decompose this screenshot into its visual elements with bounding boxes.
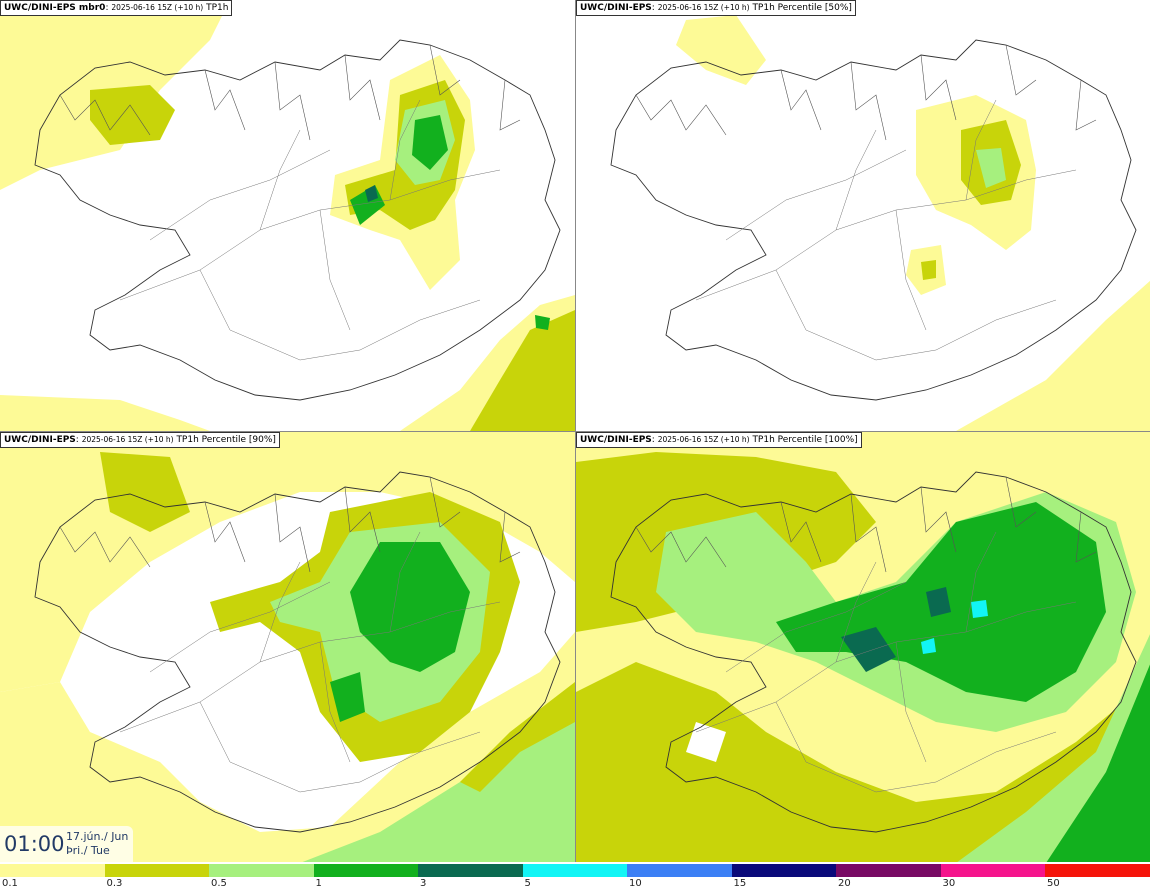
scale-segment xyxy=(104,864,209,877)
scale-segment xyxy=(0,864,105,877)
precip-map xyxy=(576,432,1150,863)
scale-tick-label: 10 xyxy=(629,878,642,889)
scale-segment xyxy=(209,864,314,877)
precip-map xyxy=(610,15,1150,431)
map-panel-p100: UWC/DINI-EPS: 2025-06-16 15Z (+10 h) TP1… xyxy=(576,432,1150,863)
weekday-line: Þri./ Tue xyxy=(66,844,110,857)
color-scale-legend: 0.1 0.3 0.5 1 3 5 10 15 20 30 50 xyxy=(0,862,1150,891)
scale-tick-label: 50 xyxy=(1047,878,1060,889)
map-panel-p50: UWC/DINI-EPS: 2025-06-16 15Z (+10 h) TP1… xyxy=(576,0,1150,431)
scale-segment xyxy=(1045,864,1150,877)
valid-time-box: 01:00 17.jún./ Jun Þri./ Tue xyxy=(0,826,133,862)
scale-tick-label: 0.3 xyxy=(106,878,123,889)
scale-segment xyxy=(627,864,732,877)
scale-tick-label: 0.1 xyxy=(2,878,18,889)
precip-map xyxy=(0,0,575,431)
scale-segment xyxy=(522,864,627,877)
panel-title: UWC/DINI-EPS: 2025-06-16 15Z (+10 h) TP1… xyxy=(576,432,862,448)
panel-divider xyxy=(0,431,1150,432)
scale-segment xyxy=(418,864,523,877)
panel-title: UWC/DINI-EPS: 2025-06-16 15Z (+10 h) TP1… xyxy=(576,0,856,16)
valid-time: 01:00 xyxy=(4,832,65,856)
panel-title: UWC/DINI-EPS mbr0: 2025-06-16 15Z (+10 h… xyxy=(0,0,233,16)
map-panel-p90: UWC/DINI-EPS: 2025-06-16 15Z (+10 h) TP1… xyxy=(0,432,575,863)
scale-tick-label: 1 xyxy=(315,878,322,889)
valid-date: 17.jún./ Jun Þri./ Tue xyxy=(66,830,128,858)
scale-tick-label: 15 xyxy=(733,878,747,889)
scale-tick-label: 30 xyxy=(942,878,956,889)
scale-segment xyxy=(313,864,418,877)
scale-segment xyxy=(731,864,836,877)
scale-tick-label: 5 xyxy=(524,878,531,889)
scale-tick-label: 0.5 xyxy=(211,878,227,889)
date-line: 17.jún./ Jun xyxy=(66,830,129,843)
precip-map xyxy=(0,432,575,863)
scale-segment xyxy=(940,864,1045,877)
scale-tick-label: 20 xyxy=(838,878,851,889)
panel-title: UWC/DINI-EPS: 2025-06-16 15Z (+10 h) TP1… xyxy=(0,432,280,448)
scale-segment xyxy=(836,864,941,877)
map-panel-mbr0: UWC/DINI-EPS mbr0: 2025-06-16 15Z (+10 h… xyxy=(0,0,575,431)
scale-tick-label: 3 xyxy=(420,878,427,889)
